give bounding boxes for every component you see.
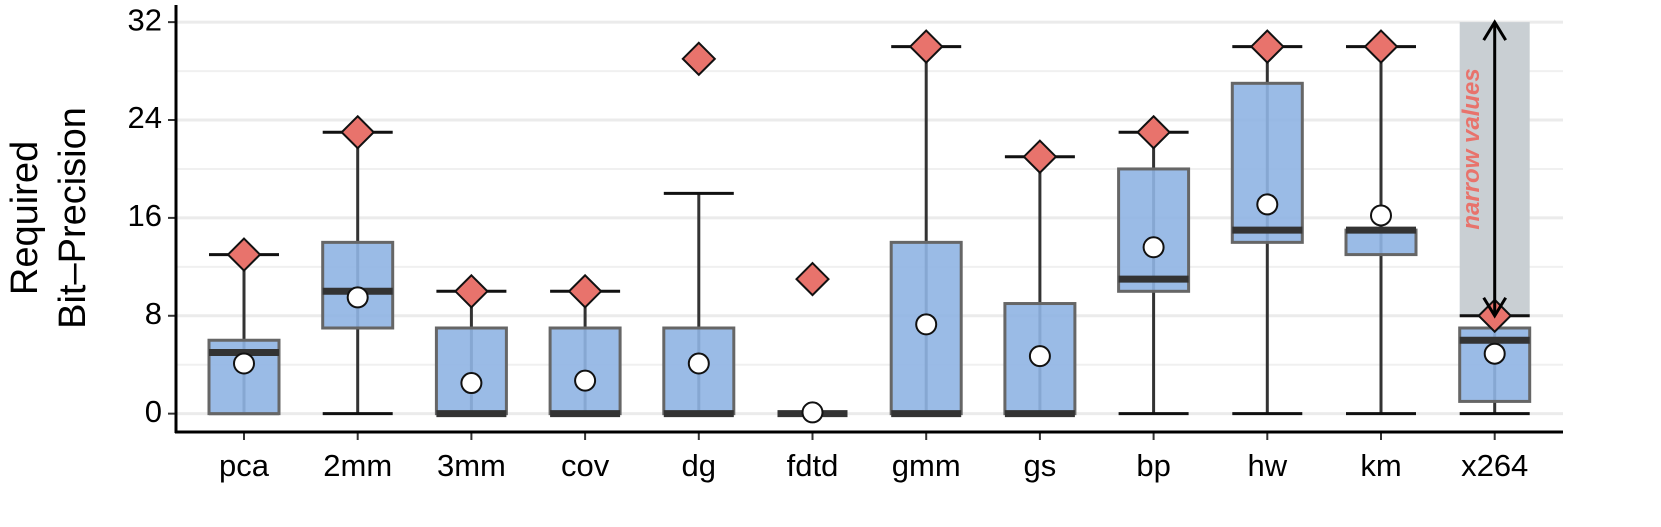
- x-tick-label: 3mm: [437, 448, 506, 483]
- max-marker: [908, 29, 944, 65]
- annotation-text: narrow values: [1458, 68, 1485, 229]
- mean-marker: [233, 352, 255, 375]
- max-marker: [795, 261, 830, 297]
- mean-marker: [1028, 345, 1051, 368]
- x-tick-label: gmm: [892, 448, 961, 483]
- x-tick-label: gs: [1024, 448, 1057, 483]
- arrow-head: [1482, 19, 1507, 41]
- y-tick-label: 32: [128, 2, 162, 37]
- y-tick-label: 24: [128, 100, 162, 135]
- arrow-head: [1482, 296, 1507, 319]
- box: [1117, 167, 1191, 293]
- box: [1344, 228, 1418, 257]
- x-tick-label: cov: [561, 448, 610, 483]
- x-tick-label: 2mm: [323, 448, 392, 483]
- max-marker: [226, 237, 262, 273]
- mean-marker: [1370, 204, 1392, 227]
- mean-marker: [1142, 236, 1165, 259]
- mean-marker: [1256, 193, 1279, 216]
- x-tick-label: km: [1360, 448, 1401, 483]
- x-tick-label: hw: [1247, 448, 1287, 483]
- y-axis-label: Required: [4, 141, 46, 295]
- box: [1230, 81, 1304, 244]
- max-marker: [1136, 114, 1172, 150]
- mean-marker: [687, 352, 710, 375]
- x-tick-label: x264: [1461, 448, 1528, 483]
- max-marker: [340, 114, 376, 150]
- y-tick-label: 0: [145, 394, 162, 429]
- box: [434, 326, 508, 416]
- mean-marker: [460, 372, 483, 395]
- mean-marker: [915, 313, 938, 336]
- max-marker: [681, 41, 717, 77]
- x-tick-label: fdtd: [787, 448, 839, 483]
- y-axis-label: Bit–Precision: [52, 107, 94, 329]
- mean-marker: [801, 401, 824, 424]
- mean-marker: [1483, 342, 1506, 365]
- max-marker: [453, 273, 489, 309]
- x-tick-label: pca: [219, 448, 270, 483]
- y-tick-label: 8: [145, 296, 162, 331]
- mean-marker: [574, 369, 597, 392]
- max-marker: [1249, 29, 1285, 65]
- y-tick-label: 16: [128, 198, 162, 233]
- max-marker: [1022, 139, 1058, 175]
- box: [321, 240, 395, 330]
- max-marker: [1363, 29, 1399, 65]
- max-marker: [567, 273, 603, 309]
- x-tick-label: dg: [682, 448, 716, 483]
- x-tick-label: bp: [1136, 448, 1170, 483]
- mean-marker: [346, 286, 369, 309]
